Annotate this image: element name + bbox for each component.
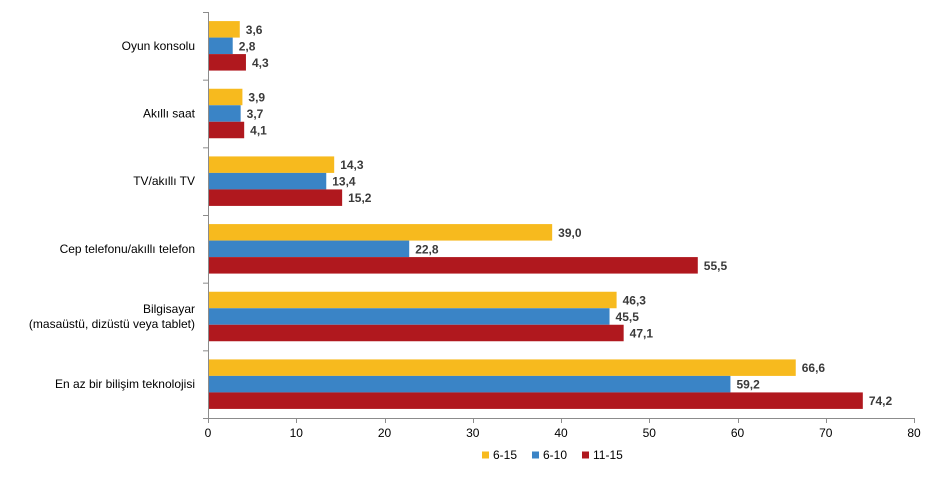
data-label-6-10-4: 45,5 <box>616 310 640 324</box>
bar-6-10-0 <box>208 37 233 55</box>
data-label-6-15-0: 3,6 <box>246 23 263 37</box>
category-label-5: En az bir bilişim teknolojisi <box>55 377 195 391</box>
bar-11-15-4 <box>208 324 624 342</box>
category-labels-layer: Oyun konsolu Akıllı saat TV/akıllı TV Cep t… <box>29 39 196 391</box>
x-tick-label-2: 20 <box>378 426 392 440</box>
category-label-3: Cep telefonu/akıllı telefon <box>60 242 195 256</box>
legend-label-6-15: 6-15 <box>493 448 517 462</box>
bar-6-10-5 <box>208 375 731 393</box>
data-label-11-15-3: 55,5 <box>704 259 728 273</box>
bars-layer <box>208 21 863 409</box>
category-label-1: Akıllı saat <box>143 107 196 121</box>
data-label-6-15-4: 46,3 <box>623 294 647 308</box>
x-tick-label-8: 80 <box>907 426 921 440</box>
bar-6-15-5 <box>208 359 796 376</box>
category-label-0: Oyun konsolu <box>122 39 195 53</box>
x-tick-label-3: 30 <box>466 426 480 440</box>
data-label-11-15-5: 74,2 <box>869 394 893 408</box>
x-tick-label-6: 60 <box>731 426 745 440</box>
data-label-6-10-1: 3,7 <box>247 107 264 121</box>
data-label-6-10-2: 13,4 <box>332 175 356 189</box>
legend-swatch-6-10 <box>532 451 539 459</box>
data-labels-layer: 3,6 2,8 4,3 3,9 3,7 4,1 14,3 13,4 15,2 39,0 22,8 55… <box>239 23 893 408</box>
bar-6-15-0 <box>208 21 240 38</box>
x-tick-label-7: 70 <box>819 426 833 440</box>
data-label-6-10-3: 22,8 <box>415 242 439 256</box>
x-tick-label-1: 10 <box>290 426 304 440</box>
legend-label-11-15: 11-15 <box>593 448 623 462</box>
category-label-2: TV/akıllı TV <box>133 174 195 188</box>
category-label-4-line0: Bilgisayar <box>143 302 195 316</box>
bar-11-15-0 <box>208 54 246 71</box>
x-tick-label-4: 40 <box>554 426 568 440</box>
bar-11-15-1 <box>208 121 245 139</box>
x-tick-label-5: 50 <box>643 426 657 440</box>
data-label-11-15-1: 4,1 <box>250 124 267 138</box>
bar-6-10-1 <box>208 105 241 122</box>
bar-11-15-5 <box>208 392 863 409</box>
data-label-6-15-2: 14,3 <box>340 158 364 172</box>
bar-6-10-4 <box>208 308 610 325</box>
data-label-6-15-3: 39,0 <box>558 226 582 240</box>
data-label-6-10-0: 2,8 <box>239 39 256 53</box>
legend-label-6-10: 6-10 <box>543 448 567 462</box>
data-label-6-15-1: 3,9 <box>248 91 265 105</box>
bar-11-15-2 <box>208 189 343 206</box>
legend-swatch-11-15 <box>582 451 589 459</box>
bar-6-10-2 <box>208 172 327 190</box>
bar-6-10-3 <box>208 240 410 258</box>
legend-swatch-6-15 <box>482 451 489 459</box>
bar-6-15-4 <box>208 291 617 309</box>
x-tick-label-0: 0 <box>205 426 212 440</box>
bar-6-15-3 <box>208 224 553 241</box>
data-label-6-10-5: 59,2 <box>736 378 760 392</box>
data-label-11-15-4: 47,1 <box>630 327 654 341</box>
bar-6-15-2 <box>208 156 335 173</box>
category-label-4-line1: (masaüstü, dizüstü veya tablet) <box>29 317 195 331</box>
bar-6-15-1 <box>208 88 243 106</box>
data-label-6-15-5: 66,6 <box>802 361 826 375</box>
bar-11-15-3 <box>208 257 698 274</box>
data-label-11-15-0: 4,3 <box>252 56 269 70</box>
axes-layer: 0 10 20 30 40 50 60 70 80 <box>203 12 921 440</box>
data-label-11-15-2: 15,2 <box>348 191 372 205</box>
legend: 6-15 6-10 11-15 <box>482 448 623 462</box>
